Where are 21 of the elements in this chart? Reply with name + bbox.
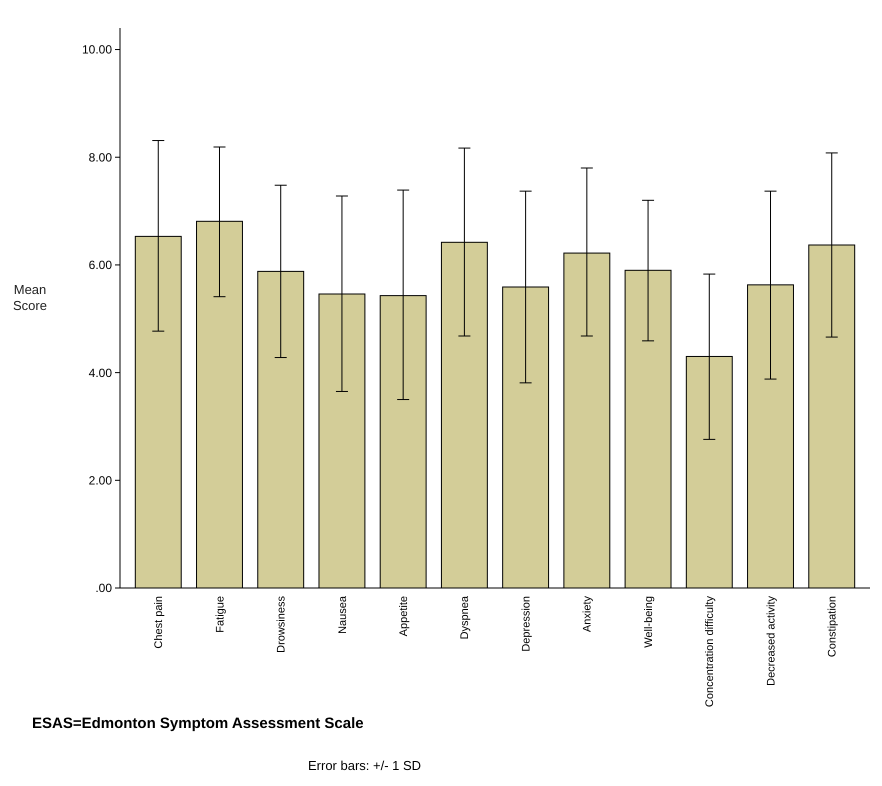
y-axis-title: Mean Score	[13, 282, 47, 313]
y-tick-label: 6.00	[88, 258, 112, 272]
text: Error bars: +/- 1 SD	[308, 758, 422, 773]
y-tick-label: .00	[95, 581, 112, 596]
x-tick-label: Dyspnea	[459, 595, 472, 640]
y-tick-label: 2.00	[88, 474, 112, 488]
x-tick-label: Concentration difficulty	[704, 596, 716, 708]
x-tick-label: Constipation	[826, 596, 839, 658]
x-tick-label: Chest pain	[153, 596, 166, 649]
y-tick-label: 10.00	[82, 42, 112, 57]
x-tick-label: Appetite	[398, 596, 410, 636]
x-tick-label: Drowsiness	[276, 596, 288, 653]
y-tick-label: 4.00	[88, 366, 112, 380]
x-tick-label: Well-being	[642, 596, 655, 648]
text: ESAS=Edmonton Symptom Assessment Scale	[32, 715, 364, 732]
x-tick-label: Fatigue	[214, 596, 226, 633]
x-tick-label: Depression	[520, 596, 532, 652]
x-tick-label: Decreased activity	[765, 596, 778, 686]
y-tick-label: 8.00	[88, 150, 112, 164]
x-tick-label: Nausea	[336, 595, 349, 634]
x-tick-label: Anxiety	[582, 596, 594, 632]
